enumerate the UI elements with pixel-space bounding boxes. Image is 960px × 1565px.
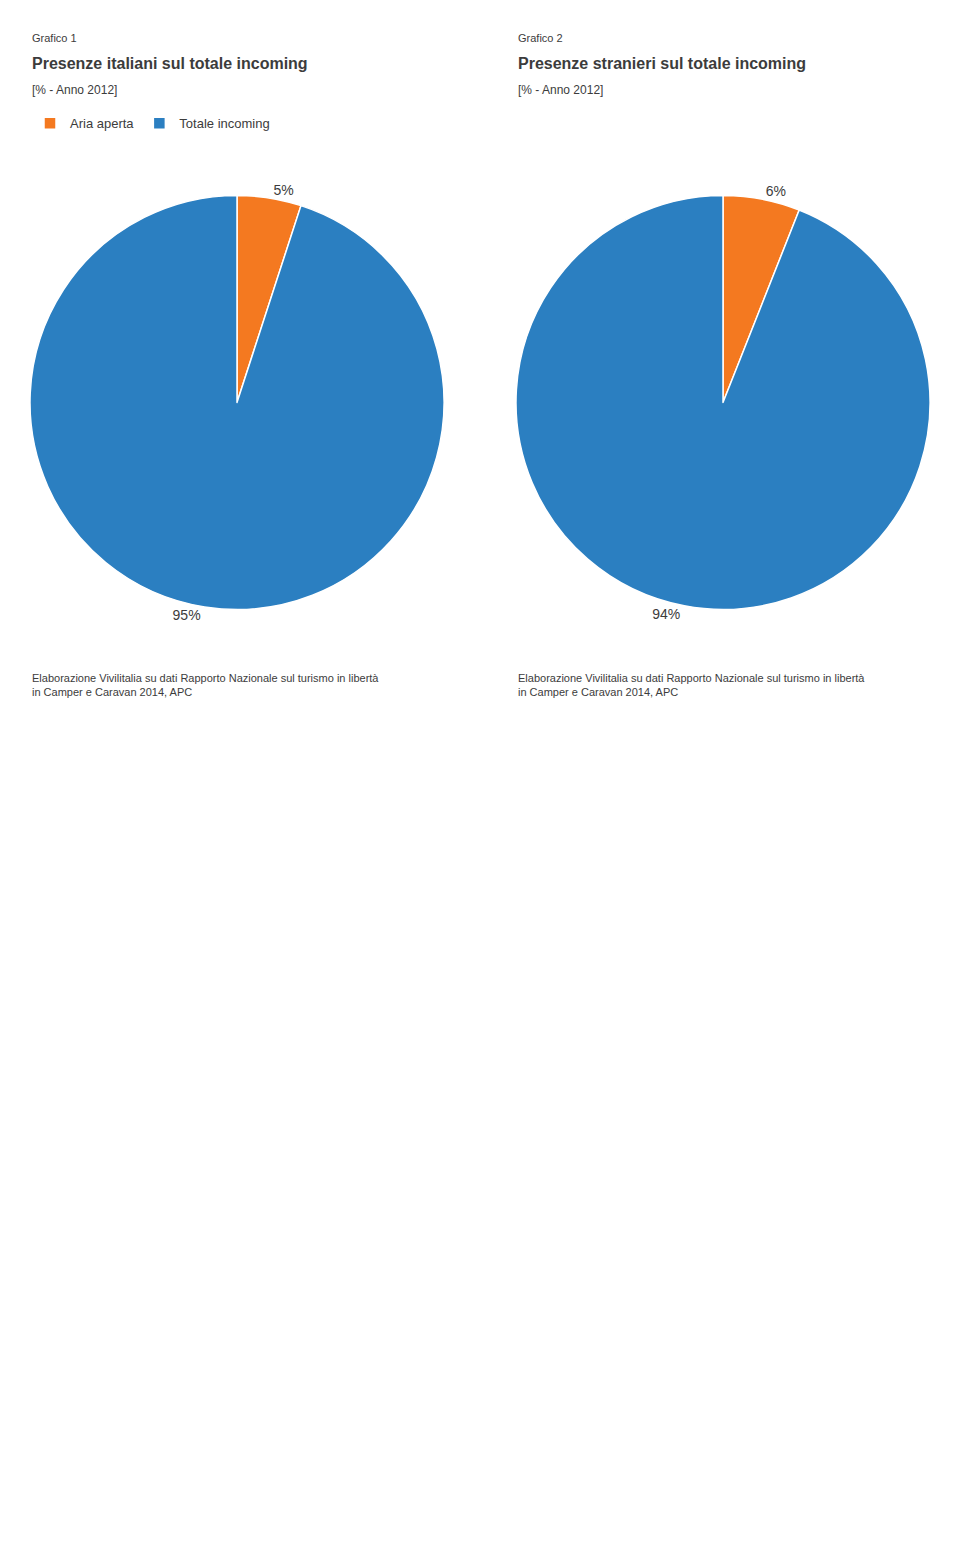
svg-text:Elaborazione Vivilitalia su da: Elaborazione Vivilitalia su dati Rapport…	[518, 672, 865, 698]
svg-text:Totale incoming: Totale incoming	[179, 116, 269, 131]
svg-text:[% - Anno 2012]: [% - Anno 2012]	[32, 83, 117, 97]
svg-text:95%: 95%	[173, 607, 201, 623]
svg-text:6%: 6%	[766, 183, 786, 199]
svg-text:Elaborazione Vivilitalia su da: Elaborazione Vivilitalia su dati Rapport…	[32, 672, 379, 698]
svg-text:Grafico 1: Grafico 1	[32, 32, 77, 44]
svg-text:Presenze stranieri sul totale: Presenze stranieri sul totale incoming	[518, 55, 806, 72]
svg-text:[% - Anno 2012]: [% - Anno 2012]	[518, 83, 603, 97]
svg-text:Aria aperta: Aria aperta	[70, 116, 134, 131]
svg-text:94%: 94%	[652, 606, 680, 622]
svg-text:5%: 5%	[273, 182, 293, 198]
svg-text:Presenze italiani sul totale i: Presenze italiani sul totale incoming	[32, 55, 308, 72]
svg-text:Grafico 2: Grafico 2	[518, 32, 563, 44]
